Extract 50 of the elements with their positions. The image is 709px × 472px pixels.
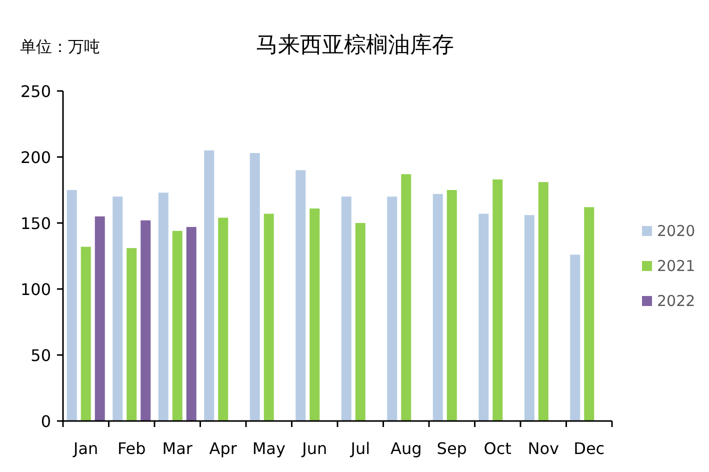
bar — [172, 230, 182, 421]
bar — [204, 150, 214, 421]
bar — [80, 246, 91, 421]
x-tick-label: Dec — [574, 439, 605, 458]
bar — [401, 174, 412, 421]
bar — [126, 248, 137, 421]
x-tick-label: Sep — [436, 439, 467, 458]
y-tick-label: 250 — [20, 82, 51, 101]
legend-label: 2021 — [657, 257, 696, 275]
legend-label: 2022 — [657, 292, 696, 310]
y-tick-label: 100 — [20, 280, 51, 299]
chart-title: 马来西亚棕榈油库存 — [256, 33, 454, 58]
x-tick-label: Feb — [117, 439, 146, 458]
bar — [355, 223, 366, 421]
bar — [492, 179, 503, 421]
bar — [296, 170, 306, 421]
bar — [140, 220, 151, 421]
x-tick-label: Jul — [350, 439, 370, 458]
bar — [264, 214, 274, 421]
bar — [570, 254, 580, 421]
x-tick-label: Jun — [301, 439, 328, 458]
text: 单位：万吨 — [20, 37, 100, 56]
bar — [446, 190, 457, 421]
bar — [387, 196, 398, 421]
bar — [341, 196, 352, 421]
bar — [158, 192, 168, 421]
bar — [112, 196, 123, 421]
bar — [478, 214, 489, 421]
legend-label: 2020 — [657, 222, 696, 240]
y-tick-label: 0 — [40, 412, 51, 431]
x-tick-label: Jan — [72, 439, 98, 458]
bar — [432, 194, 443, 421]
bar — [310, 208, 320, 421]
x-tick-label: Apr — [209, 439, 238, 458]
bar — [584, 207, 594, 421]
y-tick-label: 50 — [30, 346, 51, 365]
y-tick-label: 200 — [20, 148, 51, 167]
bar — [524, 215, 534, 421]
x-tick-label: Mar — [162, 439, 193, 458]
bar — [186, 226, 196, 421]
x-tick-label: Nov — [528, 439, 559, 458]
bar — [66, 190, 77, 421]
x-tick-label: Oct — [484, 439, 512, 458]
bar — [94, 216, 105, 421]
x-tick-label: May — [252, 439, 286, 458]
x-tick-label: Aug — [390, 439, 422, 458]
y-tick-label: 150 — [20, 214, 51, 233]
bar — [538, 182, 548, 421]
bar — [250, 153, 260, 421]
bar — [218, 218, 228, 421]
